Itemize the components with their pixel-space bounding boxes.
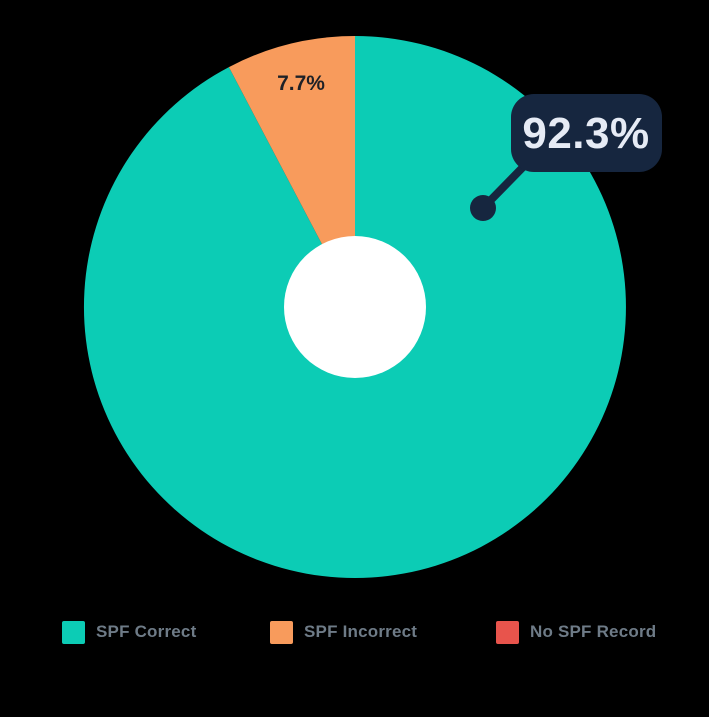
donut-hole: [284, 236, 426, 378]
callout: 92.3%: [470, 94, 662, 221]
legend-label-spf-incorrect: SPF Incorrect: [304, 622, 418, 641]
legend-swatch-spf-incorrect: [270, 620, 293, 644]
callout-value: 92.3%: [522, 109, 649, 158]
pie-slice-spf-incorrect[interactable]: [228, 35, 355, 307]
legend-swatch-no-spf-record: [496, 620, 519, 644]
chart-legend: SPF Correct SPF Incorrect No SPF Record: [0, 620, 709, 646]
legend-swatch-spf-correct: [62, 620, 85, 644]
callout-connector-dot: [470, 195, 496, 221]
legend-item-spf-incorrect[interactable]: SPF Incorrect: [270, 620, 417, 644]
callout-badge: [511, 94, 662, 172]
legend-item-spf-correct[interactable]: SPF Correct: [62, 620, 196, 644]
slice-percentage-label: 7.7%: [277, 72, 325, 95]
legend-label-no-spf-record: No SPF Record: [530, 622, 657, 641]
legend-label-spf-correct: SPF Correct: [96, 622, 197, 641]
legend-item-no-spf-record[interactable]: No SPF Record: [496, 620, 656, 644]
